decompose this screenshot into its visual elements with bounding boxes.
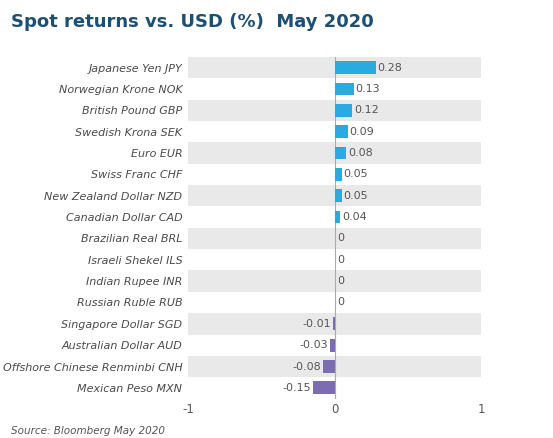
Text: 0: 0 (337, 297, 344, 307)
Bar (188, 356, 481, 377)
Bar (335, 83, 353, 95)
Bar (335, 211, 341, 223)
Text: 0.28: 0.28 (377, 63, 402, 73)
Text: -0.15: -0.15 (282, 383, 311, 393)
Bar (188, 57, 481, 78)
Bar (312, 381, 335, 394)
Text: -0.03: -0.03 (300, 340, 328, 350)
Bar (188, 249, 481, 271)
Text: Source: Bloomberg May 2020: Source: Bloomberg May 2020 (11, 426, 165, 436)
Bar (188, 185, 481, 206)
Text: 0.05: 0.05 (343, 191, 368, 201)
Bar (188, 228, 481, 249)
Text: 0.13: 0.13 (356, 84, 380, 94)
Text: 0.05: 0.05 (343, 170, 368, 180)
Text: 0.12: 0.12 (354, 105, 379, 115)
Bar (188, 100, 481, 121)
Bar (188, 78, 481, 100)
Bar (188, 313, 481, 335)
Text: -0.01: -0.01 (302, 319, 331, 329)
Bar (188, 377, 481, 399)
Bar (188, 142, 481, 164)
Bar (335, 147, 346, 159)
Bar (335, 104, 352, 117)
Text: -0.08: -0.08 (293, 361, 321, 371)
Text: 0.08: 0.08 (348, 148, 373, 158)
Bar (188, 121, 481, 142)
Bar (188, 271, 481, 292)
Bar (335, 189, 342, 202)
Text: 0: 0 (337, 276, 344, 286)
Bar (188, 164, 481, 185)
Bar (335, 125, 348, 138)
Text: 0.04: 0.04 (342, 212, 367, 222)
Bar (333, 318, 335, 330)
Text: 0.09: 0.09 (349, 127, 374, 137)
Bar (188, 335, 481, 356)
Bar (188, 206, 481, 228)
Bar (335, 168, 342, 181)
Text: Spot returns vs. USD (%)  May 2020: Spot returns vs. USD (%) May 2020 (11, 13, 374, 31)
Bar (323, 360, 335, 373)
Text: 0: 0 (337, 255, 344, 265)
Bar (188, 292, 481, 313)
Text: 0: 0 (337, 233, 344, 244)
Bar (335, 61, 375, 74)
Bar (330, 339, 335, 352)
